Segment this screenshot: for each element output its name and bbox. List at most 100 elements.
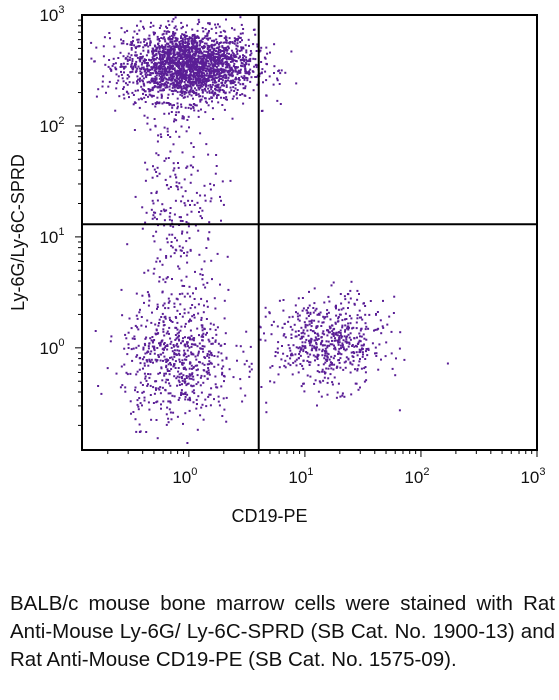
data-point [179, 84, 182, 87]
data-point [205, 62, 208, 65]
data-point [302, 329, 305, 332]
data-point [344, 366, 347, 369]
data-point [339, 329, 342, 332]
data-point [223, 52, 225, 55]
data-point [207, 56, 210, 59]
data-point [129, 71, 132, 74]
data-point [144, 375, 147, 378]
data-point [258, 72, 261, 75]
data-point [163, 316, 166, 319]
data-point [348, 342, 351, 345]
data-point [294, 353, 297, 356]
data-point [298, 319, 301, 322]
data-point [143, 84, 146, 87]
data-point [201, 347, 204, 350]
data-point [215, 86, 218, 89]
data-point [320, 342, 323, 345]
data-point [235, 344, 238, 347]
data-point [316, 404, 318, 407]
data-point [192, 107, 195, 109]
data-point [97, 385, 100, 387]
data-point [364, 366, 367, 368]
data-point [188, 126, 190, 129]
data-point [180, 85, 183, 88]
data-point [122, 55, 125, 58]
data-point [314, 379, 317, 382]
data-point [223, 408, 226, 411]
data-point [216, 58, 219, 60]
data-point [205, 81, 208, 84]
data-point [180, 56, 183, 59]
data-point [170, 244, 173, 247]
data-point [136, 24, 138, 27]
data-point [206, 363, 209, 366]
data-point [318, 371, 321, 374]
data-point [344, 360, 347, 363]
data-point [212, 118, 215, 120]
data-point [265, 94, 268, 97]
data-point [115, 87, 118, 90]
data-point [266, 63, 268, 66]
data-point [176, 105, 179, 108]
data-point [375, 352, 378, 355]
data-point [150, 192, 153, 195]
data-point [138, 106, 141, 109]
data-point [138, 423, 141, 426]
data-point [184, 204, 187, 207]
data-point [204, 398, 207, 401]
data-point [244, 85, 247, 88]
data-point [191, 47, 194, 50]
data-point [356, 289, 359, 292]
data-point [173, 345, 175, 348]
data-point [201, 403, 204, 406]
data-point [132, 94, 135, 96]
data-point [165, 366, 168, 369]
data-point [202, 84, 205, 86]
data-point [139, 362, 142, 365]
data-point [338, 331, 340, 334]
data-point [184, 87, 187, 90]
data-point [156, 218, 158, 221]
data-point [153, 82, 156, 85]
data-point [197, 93, 200, 96]
data-point [228, 42, 231, 45]
data-point [147, 51, 150, 54]
data-point [200, 73, 203, 76]
data-point [130, 43, 133, 46]
data-point [207, 52, 210, 55]
data-point [202, 381, 205, 384]
data-point [314, 355, 317, 358]
data-point [239, 378, 242, 381]
data-point [202, 332, 205, 335]
data-point [161, 47, 164, 50]
data-point [243, 58, 246, 61]
data-point [166, 50, 169, 53]
data-point [146, 42, 148, 45]
data-point [212, 54, 215, 57]
data-point [196, 23, 199, 26]
data-point [324, 352, 327, 355]
data-point [166, 370, 169, 372]
data-point [183, 295, 186, 298]
data-point [172, 59, 174, 62]
data-point [362, 353, 364, 356]
data-point [345, 341, 348, 344]
data-point [188, 367, 191, 370]
data-point [201, 326, 204, 329]
data-point [180, 21, 183, 24]
data-point [168, 218, 171, 221]
data-point [222, 47, 225, 49]
data-point [189, 59, 192, 62]
data-point [181, 63, 184, 66]
data-point [150, 21, 152, 24]
data-point [391, 367, 394, 370]
data-point [349, 362, 352, 365]
data-point [131, 70, 134, 73]
data-point [178, 40, 181, 43]
data-point [165, 256, 168, 259]
data-point [155, 230, 158, 233]
data-point [323, 357, 326, 360]
data-point [357, 342, 360, 345]
data-point [334, 346, 337, 349]
data-point [207, 369, 210, 372]
